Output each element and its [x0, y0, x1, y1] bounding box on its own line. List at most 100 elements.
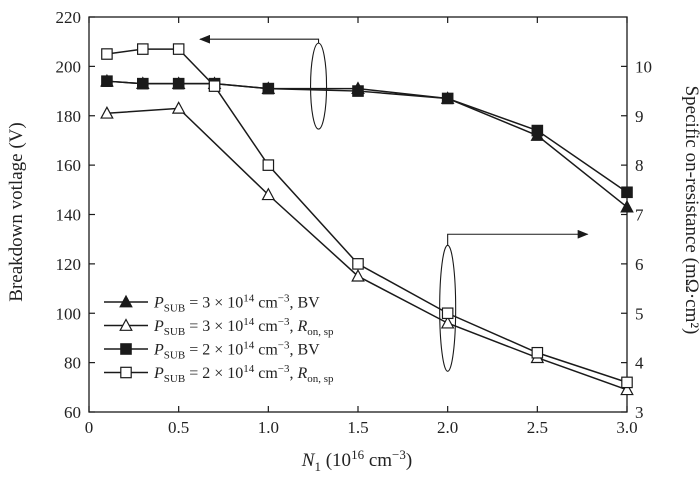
- legend-unit: cm: [254, 295, 278, 312]
- series-3: [101, 75, 633, 199]
- y-left-tick-label: 140: [56, 206, 82, 225]
- y-left-tick-label: 100: [56, 304, 82, 323]
- series-3-point: [137, 77, 149, 90]
- legend-label: PSUB = 3 × 1014 cm−3, BV: [153, 293, 320, 315]
- y-left-tick-label: 180: [56, 107, 82, 126]
- legend-symbol-r: R: [297, 318, 308, 335]
- series-1-point: [620, 199, 634, 213]
- y-right-tick-label: 5: [635, 304, 644, 323]
- legend-separator: ,: [290, 365, 298, 382]
- series-4-point: [441, 307, 454, 320]
- legend-separator: ,: [290, 318, 298, 335]
- y-right-tick-label: 4: [635, 354, 644, 373]
- x-axis-title-unit: cm: [364, 450, 392, 471]
- y-right-tick-label: 8: [635, 156, 644, 175]
- legend-subscript: SUB: [164, 326, 185, 338]
- series-3-point: [621, 186, 633, 199]
- y-left-tick-label: 220: [56, 8, 82, 27]
- legend-symbol: P: [153, 295, 164, 312]
- legend-marker: [120, 366, 132, 379]
- legend-label: PSUB = 3 × 1014 cm−3, Ron, sp: [153, 316, 334, 338]
- y-right-tick-label: 9: [635, 107, 644, 126]
- series-4: [101, 43, 633, 389]
- y-axis-left-title: Breakdown votlage (V): [6, 122, 27, 301]
- y-left-tick-label: 60: [64, 403, 81, 422]
- y-right-tick-label: 6: [635, 255, 644, 274]
- x-axis-title-symbol: N: [301, 450, 316, 471]
- series-4-point: [352, 258, 364, 270]
- legend-exponent: 14: [243, 293, 255, 305]
- series-1: [100, 73, 634, 213]
- legend-item-1: PSUB = 3 × 1014 cm−3, BV: [104, 293, 320, 315]
- series-4-point: [531, 346, 544, 359]
- y-right-tick-label: 7: [635, 206, 644, 225]
- legend-subscript: SUB: [164, 303, 185, 315]
- series-4-point: [101, 48, 113, 60]
- legend-unit-exponent: −3: [278, 316, 290, 328]
- legend-marker: [120, 343, 132, 355]
- legend-quantity-subscript: on, sp: [307, 373, 334, 385]
- x-tick-label: 0.5: [168, 418, 189, 437]
- legend-value: = 3 × 10: [185, 295, 243, 312]
- y-axis-right-title: Specific on-resistance (mΩ·cm²): [681, 86, 700, 335]
- y-left-tick-label: 120: [56, 255, 82, 274]
- annotation-arrow-1: [199, 34, 320, 44]
- legend-symbol: P: [153, 342, 164, 359]
- series-3-line: [106, 80, 628, 193]
- series-3-point: [352, 85, 364, 97]
- series-1-line: [106, 80, 628, 208]
- legend-marker: [119, 294, 133, 308]
- series-2-point: [620, 382, 634, 396]
- series-2-point: [261, 187, 276, 201]
- legend-item-3: PSUB = 2 × 1014 cm−3, BV: [104, 340, 320, 362]
- legend-marker: [119, 318, 133, 331]
- y-right-tick-label: 3: [635, 403, 644, 422]
- legend-subscript: SUB: [164, 350, 185, 362]
- legend-value: = 2 × 10: [185, 365, 243, 382]
- annotation-layer: [199, 34, 589, 372]
- y-left-tick-label: 200: [56, 57, 82, 76]
- legend-label: PSUB = 2 × 1014 cm−3, Ron, sp: [153, 363, 334, 385]
- series-3-point: [262, 82, 275, 95]
- legend-unit: cm: [254, 365, 278, 382]
- annotation-arrow-2: [447, 229, 589, 246]
- legend-unit: cm: [254, 342, 278, 359]
- legend-unit-exponent: −3: [278, 293, 290, 305]
- y-right-tick-label: 10: [635, 57, 652, 76]
- legend-label: PSUB = 2 × 1014 cm−3, BV: [153, 340, 320, 362]
- legend-quantity: , BV: [290, 295, 321, 312]
- series-4-point: [172, 43, 185, 55]
- series-layer: [100, 43, 634, 396]
- legend-exponent: 14: [243, 316, 255, 328]
- series-3-point: [531, 124, 544, 137]
- legend-unit-exponent: −3: [278, 363, 290, 375]
- series-3-point: [172, 77, 185, 90]
- x-axis-title: N1 (1016 cm−3): [301, 447, 412, 474]
- series-3-point: [441, 92, 454, 105]
- axis-ticks: 0 0.5 1.0 1.5 2.0 2.5 3.0 60 80 100 120 140 160 180 20…: [56, 8, 653, 437]
- x-tick-label: 1.5: [347, 418, 368, 437]
- legend-item-2: PSUB = 3 × 1014 cm−3, Ron, sp: [104, 316, 334, 338]
- x-tick-label: 0: [85, 418, 94, 437]
- legend-exponent: 14: [243, 363, 255, 375]
- series-3-point: [101, 75, 113, 87]
- legend-symbol: P: [153, 365, 164, 382]
- legend-value: = 2 × 10: [185, 342, 243, 359]
- x-axis-title-subscript: 1: [314, 459, 321, 474]
- x-axis-title-unit-open: (10: [321, 450, 351, 471]
- legend-quantity: , R: [290, 365, 308, 382]
- legend-exponent: 14: [243, 340, 255, 352]
- legend-value: = 3 × 10: [185, 318, 243, 335]
- legend-symbol: P: [153, 318, 164, 335]
- y-left-tick-label: 160: [56, 156, 82, 175]
- series-2-point: [440, 315, 455, 329]
- series-2-point: [351, 268, 365, 282]
- series-4-point: [262, 159, 275, 171]
- legend-item-4: PSUB = 2 × 1014 cm−3, Ron, sp: [104, 363, 334, 385]
- legend-unit-exponent: −3: [278, 340, 290, 352]
- legend-unit: cm: [254, 318, 278, 335]
- x-tick-label: 3.0: [616, 418, 637, 437]
- series-4-point: [208, 80, 221, 92]
